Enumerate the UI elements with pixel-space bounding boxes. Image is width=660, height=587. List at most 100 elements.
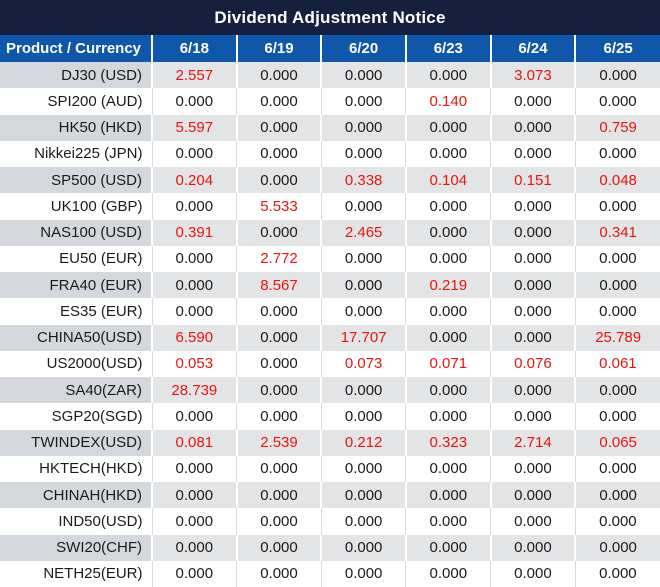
table-header: Product / Currency 6/18 6/19 6/20 6/23 6/24 6/… xyxy=(0,35,660,62)
value-cell: 17.707 xyxy=(320,324,406,351)
value-cell: 0.000 xyxy=(404,219,491,246)
value-cell: 0.000 xyxy=(151,455,237,482)
value-cell: 0.000 xyxy=(489,272,576,299)
value-cell: 0.759 xyxy=(574,114,660,141)
product-cell: SPI200 (AUD) xyxy=(0,88,152,115)
column-header-date: 6/19 xyxy=(235,35,322,62)
value-cell: 0.391 xyxy=(151,219,237,246)
value-cell: 0.000 xyxy=(151,560,237,587)
value-cell: 0.000 xyxy=(574,62,660,89)
value-cell: 0.000 xyxy=(489,377,576,404)
product-cell: US2000(USD) xyxy=(0,350,152,377)
value-cell: 0.000 xyxy=(490,193,576,220)
value-cell: 0.000 xyxy=(574,377,660,404)
value-cell: 0.000 xyxy=(574,534,660,561)
value-cell: 0.000 xyxy=(151,482,237,509)
value-cell: 0.000 xyxy=(574,403,660,430)
table-row: HKTECH(HKD) 0.000 0.000 0.000 0.000 0.000 0.00… xyxy=(0,455,660,482)
value-cell: 0.000 xyxy=(151,193,237,220)
column-header-date: 6/18 xyxy=(151,35,237,62)
value-cell: 0.000 xyxy=(404,534,491,561)
value-cell: 0.341 xyxy=(574,219,660,246)
product-cell: NETH25(EUR) xyxy=(0,560,152,587)
value-cell: 0.000 xyxy=(405,193,491,220)
value-cell: 0.000 xyxy=(405,298,491,325)
table-row: US2000(USD) 0.053 0.000 0.073 0.071 0.076 0.06… xyxy=(0,350,660,377)
page-title: Dividend Adjustment Notice xyxy=(214,7,446,27)
value-cell: 0.000 xyxy=(320,298,406,325)
table-row: ES35 (EUR) 0.000 0.000 0.000 0.000 0.000 0.000 xyxy=(0,298,660,325)
table-row: DJ30 (USD) 2.557 0.000 0.000 0.000 3.073 0.000 xyxy=(0,62,660,89)
value-cell: 0.000 xyxy=(236,350,322,377)
product-cell: NAS100 (USD) xyxy=(0,219,152,246)
value-cell: 0.219 xyxy=(404,272,491,299)
value-cell: 0.000 xyxy=(574,88,660,115)
value-cell: 0.000 xyxy=(236,508,322,535)
table-row: TWINDEX(USD) 0.081 2.539 0.212 0.323 2.714 0.0… xyxy=(0,429,660,456)
product-cell: TWINDEX(USD) xyxy=(0,429,152,456)
value-cell: 0.071 xyxy=(405,350,491,377)
value-cell: 0.000 xyxy=(320,62,406,89)
value-cell: 0.000 xyxy=(490,88,576,115)
value-cell: 0.000 xyxy=(236,140,322,167)
product-cell: Nikkei225 (JPN) xyxy=(0,140,152,167)
value-cell: 0.204 xyxy=(151,167,237,194)
table-row: Nikkei225 (JPN) 0.000 0.000 0.000 0.000 0.000… xyxy=(0,140,660,167)
value-cell: 0.048 xyxy=(574,167,660,194)
product-cell: HK50 (HKD) xyxy=(0,114,152,141)
value-cell: 0.000 xyxy=(236,298,322,325)
value-cell: 2.714 xyxy=(489,429,576,456)
value-cell: 0.000 xyxy=(404,324,491,351)
value-cell: 0.000 xyxy=(320,272,406,299)
value-cell: 0.000 xyxy=(151,298,237,325)
value-cell: 0.000 xyxy=(490,508,576,535)
product-cell: CHINAH(HKD) xyxy=(0,482,152,509)
value-cell: 0.000 xyxy=(151,272,237,299)
value-cell: 0.053 xyxy=(151,350,237,377)
column-header-date: 6/20 xyxy=(320,35,406,62)
product-cell: HKTECH(HKD) xyxy=(0,455,152,482)
value-cell: 0.140 xyxy=(405,88,491,115)
value-cell: 0.000 xyxy=(236,455,322,482)
value-cell: 0.000 xyxy=(235,377,322,404)
value-cell: 0.000 xyxy=(574,482,660,509)
value-cell: 0.000 xyxy=(151,245,237,272)
value-cell: 0.000 xyxy=(404,114,491,141)
value-cell: 0.000 xyxy=(236,88,322,115)
value-cell: 0.000 xyxy=(320,482,406,509)
product-cell: UK100 (GBP) xyxy=(0,193,152,220)
value-cell: 0.000 xyxy=(320,560,406,587)
product-cell: SWI20(CHF) xyxy=(0,534,152,561)
value-cell: 0.000 xyxy=(574,560,660,587)
value-cell: 0.000 xyxy=(151,140,237,167)
table-row: SWI20(CHF) 0.000 0.000 0.000 0.000 0.000 0.000 xyxy=(0,534,660,561)
table-row: UK100 (GBP) 0.000 5.533 0.000 0.000 0.000 0.00… xyxy=(0,193,660,220)
value-cell: 0.000 xyxy=(405,245,491,272)
product-cell: SGP20(SGD) xyxy=(0,403,152,430)
product-cell: SP500 (USD) xyxy=(0,167,152,194)
column-header-product: Product / Currency xyxy=(0,35,152,62)
title-bar: Dividend Adjustment Notice xyxy=(0,0,660,35)
value-cell: 0.000 xyxy=(405,140,491,167)
value-cell: 2.557 xyxy=(151,62,237,89)
header-row: Product / Currency 6/18 6/19 6/20 6/23 6/24 6/… xyxy=(0,35,660,62)
value-cell: 0.000 xyxy=(404,62,491,89)
product-cell: CHINA50(USD) xyxy=(0,324,152,351)
value-cell: 0.000 xyxy=(320,88,406,115)
table-row: SPI200 (AUD) 0.000 0.000 0.000 0.140 0.000 0.0… xyxy=(0,88,660,115)
value-cell: 0.212 xyxy=(320,429,406,456)
value-cell: 0.000 xyxy=(235,324,322,351)
column-header-date: 6/23 xyxy=(404,35,491,62)
value-cell: 8.567 xyxy=(235,272,322,299)
value-cell: 0.000 xyxy=(320,193,406,220)
value-cell: 0.000 xyxy=(489,114,576,141)
value-cell: 0.000 xyxy=(235,62,322,89)
table-row: SP500 (USD) 0.204 0.000 0.338 0.104 0.151 0.04… xyxy=(0,167,660,194)
value-cell: 0.151 xyxy=(489,167,576,194)
value-cell: 0.000 xyxy=(151,403,237,430)
product-cell: EU50 (EUR) xyxy=(0,245,152,272)
value-cell: 0.000 xyxy=(404,377,491,404)
value-cell: 0.000 xyxy=(405,508,491,535)
value-cell: 2.465 xyxy=(320,219,406,246)
